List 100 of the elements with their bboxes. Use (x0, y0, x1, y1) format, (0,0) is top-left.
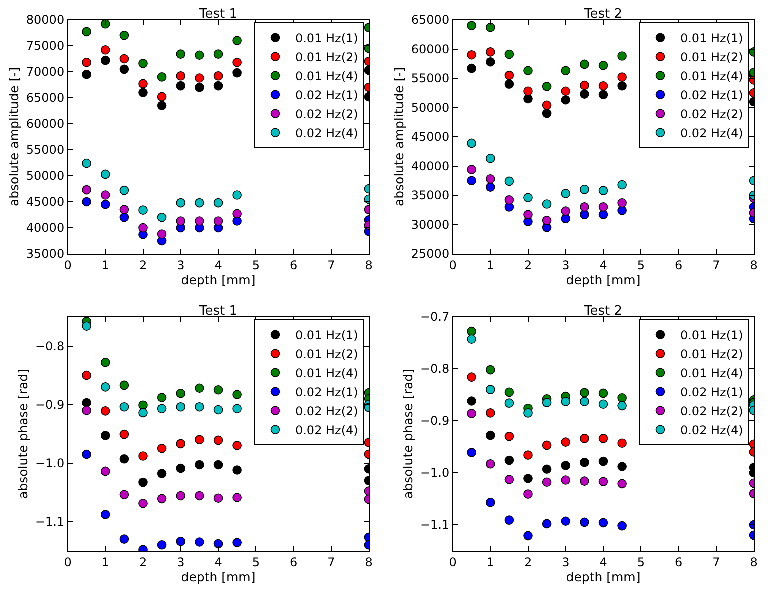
point (618, 462, 627, 472)
point (542, 100, 552, 110)
point (580, 185, 590, 194)
y-tick-label: 25000 (411, 247, 450, 262)
point (467, 50, 476, 60)
point (504, 398, 514, 408)
point (195, 538, 204, 547)
y-tick-label: 30000 (411, 218, 450, 232)
legend-label: 0.01 Hz(1) (295, 32, 358, 46)
x-tick-label: 4 (600, 555, 608, 570)
point (195, 50, 204, 60)
point (618, 52, 627, 61)
point (598, 456, 608, 466)
x-tick-label: 4 (214, 258, 222, 272)
x-tick-label: 5 (252, 555, 260, 570)
point (524, 86, 533, 96)
point (561, 476, 571, 485)
point (561, 516, 571, 526)
x-tick-label: 1 (102, 258, 110, 272)
point (100, 358, 110, 368)
point (232, 466, 242, 475)
point (561, 206, 571, 216)
point (176, 50, 186, 59)
point (82, 158, 92, 168)
x-tick-label: 8 (750, 258, 758, 272)
point (542, 108, 552, 118)
point (100, 406, 110, 416)
legend-label: 0.01 Hz(2) (680, 348, 744, 362)
point (120, 454, 130, 464)
legend-label: 0.02 Hz(4) (680, 126, 744, 141)
point (486, 174, 496, 184)
point (486, 182, 496, 192)
point (580, 434, 590, 444)
point (195, 491, 204, 501)
point (598, 186, 608, 196)
point (214, 436, 224, 446)
legend-label: 0.01 Hz(4) (680, 70, 744, 84)
point (214, 81, 224, 91)
x-tick-label: 3 (177, 258, 185, 272)
x-tick-label: 4 (600, 258, 608, 272)
y-tick-label: 55000 (411, 72, 450, 86)
x-tick-label: 0 (64, 258, 72, 272)
y-tick-label: −1.1 (420, 518, 450, 532)
x-tick-label: 5 (252, 258, 260, 272)
x-tick-label: 1 (486, 555, 494, 570)
x-tick-label: 3 (177, 555, 185, 570)
point (542, 398, 552, 408)
legend-label: 0.01 Hz(2) (295, 348, 358, 362)
point (580, 458, 590, 468)
point (524, 210, 533, 220)
point (561, 189, 571, 198)
point (176, 439, 186, 449)
point (82, 398, 92, 408)
point (542, 440, 552, 450)
legend-label: 0.01 Hz(1) (680, 328, 744, 343)
point (120, 64, 130, 74)
point (157, 393, 167, 402)
point (524, 193, 533, 202)
y-tick-label: −0.8 (420, 362, 450, 376)
point (157, 92, 167, 102)
point (598, 388, 608, 398)
point (100, 510, 110, 520)
point (524, 66, 533, 76)
y-tick-label: 60000 (26, 117, 65, 132)
y-tick-label: −0.8 (35, 339, 65, 354)
point (176, 198, 186, 208)
x-tick-label: 2 (139, 555, 148, 570)
point (618, 401, 627, 411)
point (486, 22, 496, 32)
point (232, 190, 242, 200)
y-tick-label: −1.1 (35, 514, 65, 529)
point (618, 180, 627, 190)
point (542, 200, 552, 209)
legend-label: 0.01 Hz(4) (680, 366, 744, 381)
point (524, 531, 533, 541)
legend-label: 0.02 Hz(2) (295, 404, 358, 419)
point (580, 388, 590, 398)
point (157, 540, 167, 550)
point (580, 397, 590, 406)
point (214, 198, 224, 208)
legend-label: 0.01 Hz(1) (680, 32, 744, 46)
point (504, 176, 514, 186)
legend-label: 0.02 Hz(2) (295, 108, 358, 122)
point (618, 521, 627, 531)
point (157, 469, 167, 478)
point (232, 493, 242, 502)
point (120, 380, 130, 390)
point (524, 450, 533, 460)
point (618, 393, 627, 403)
point (138, 478, 148, 488)
x-tick-label: 0 (64, 555, 72, 570)
point (467, 138, 476, 148)
point (195, 435, 204, 444)
point (82, 370, 92, 380)
legend-label: 0.02 Hz(4) (295, 126, 358, 141)
x-tick-label: 2 (524, 555, 532, 570)
legend-label: 0.01 Hz(2) (680, 50, 744, 65)
point (82, 406, 92, 416)
x-tick-label: 1 (486, 258, 494, 272)
point (120, 212, 130, 222)
